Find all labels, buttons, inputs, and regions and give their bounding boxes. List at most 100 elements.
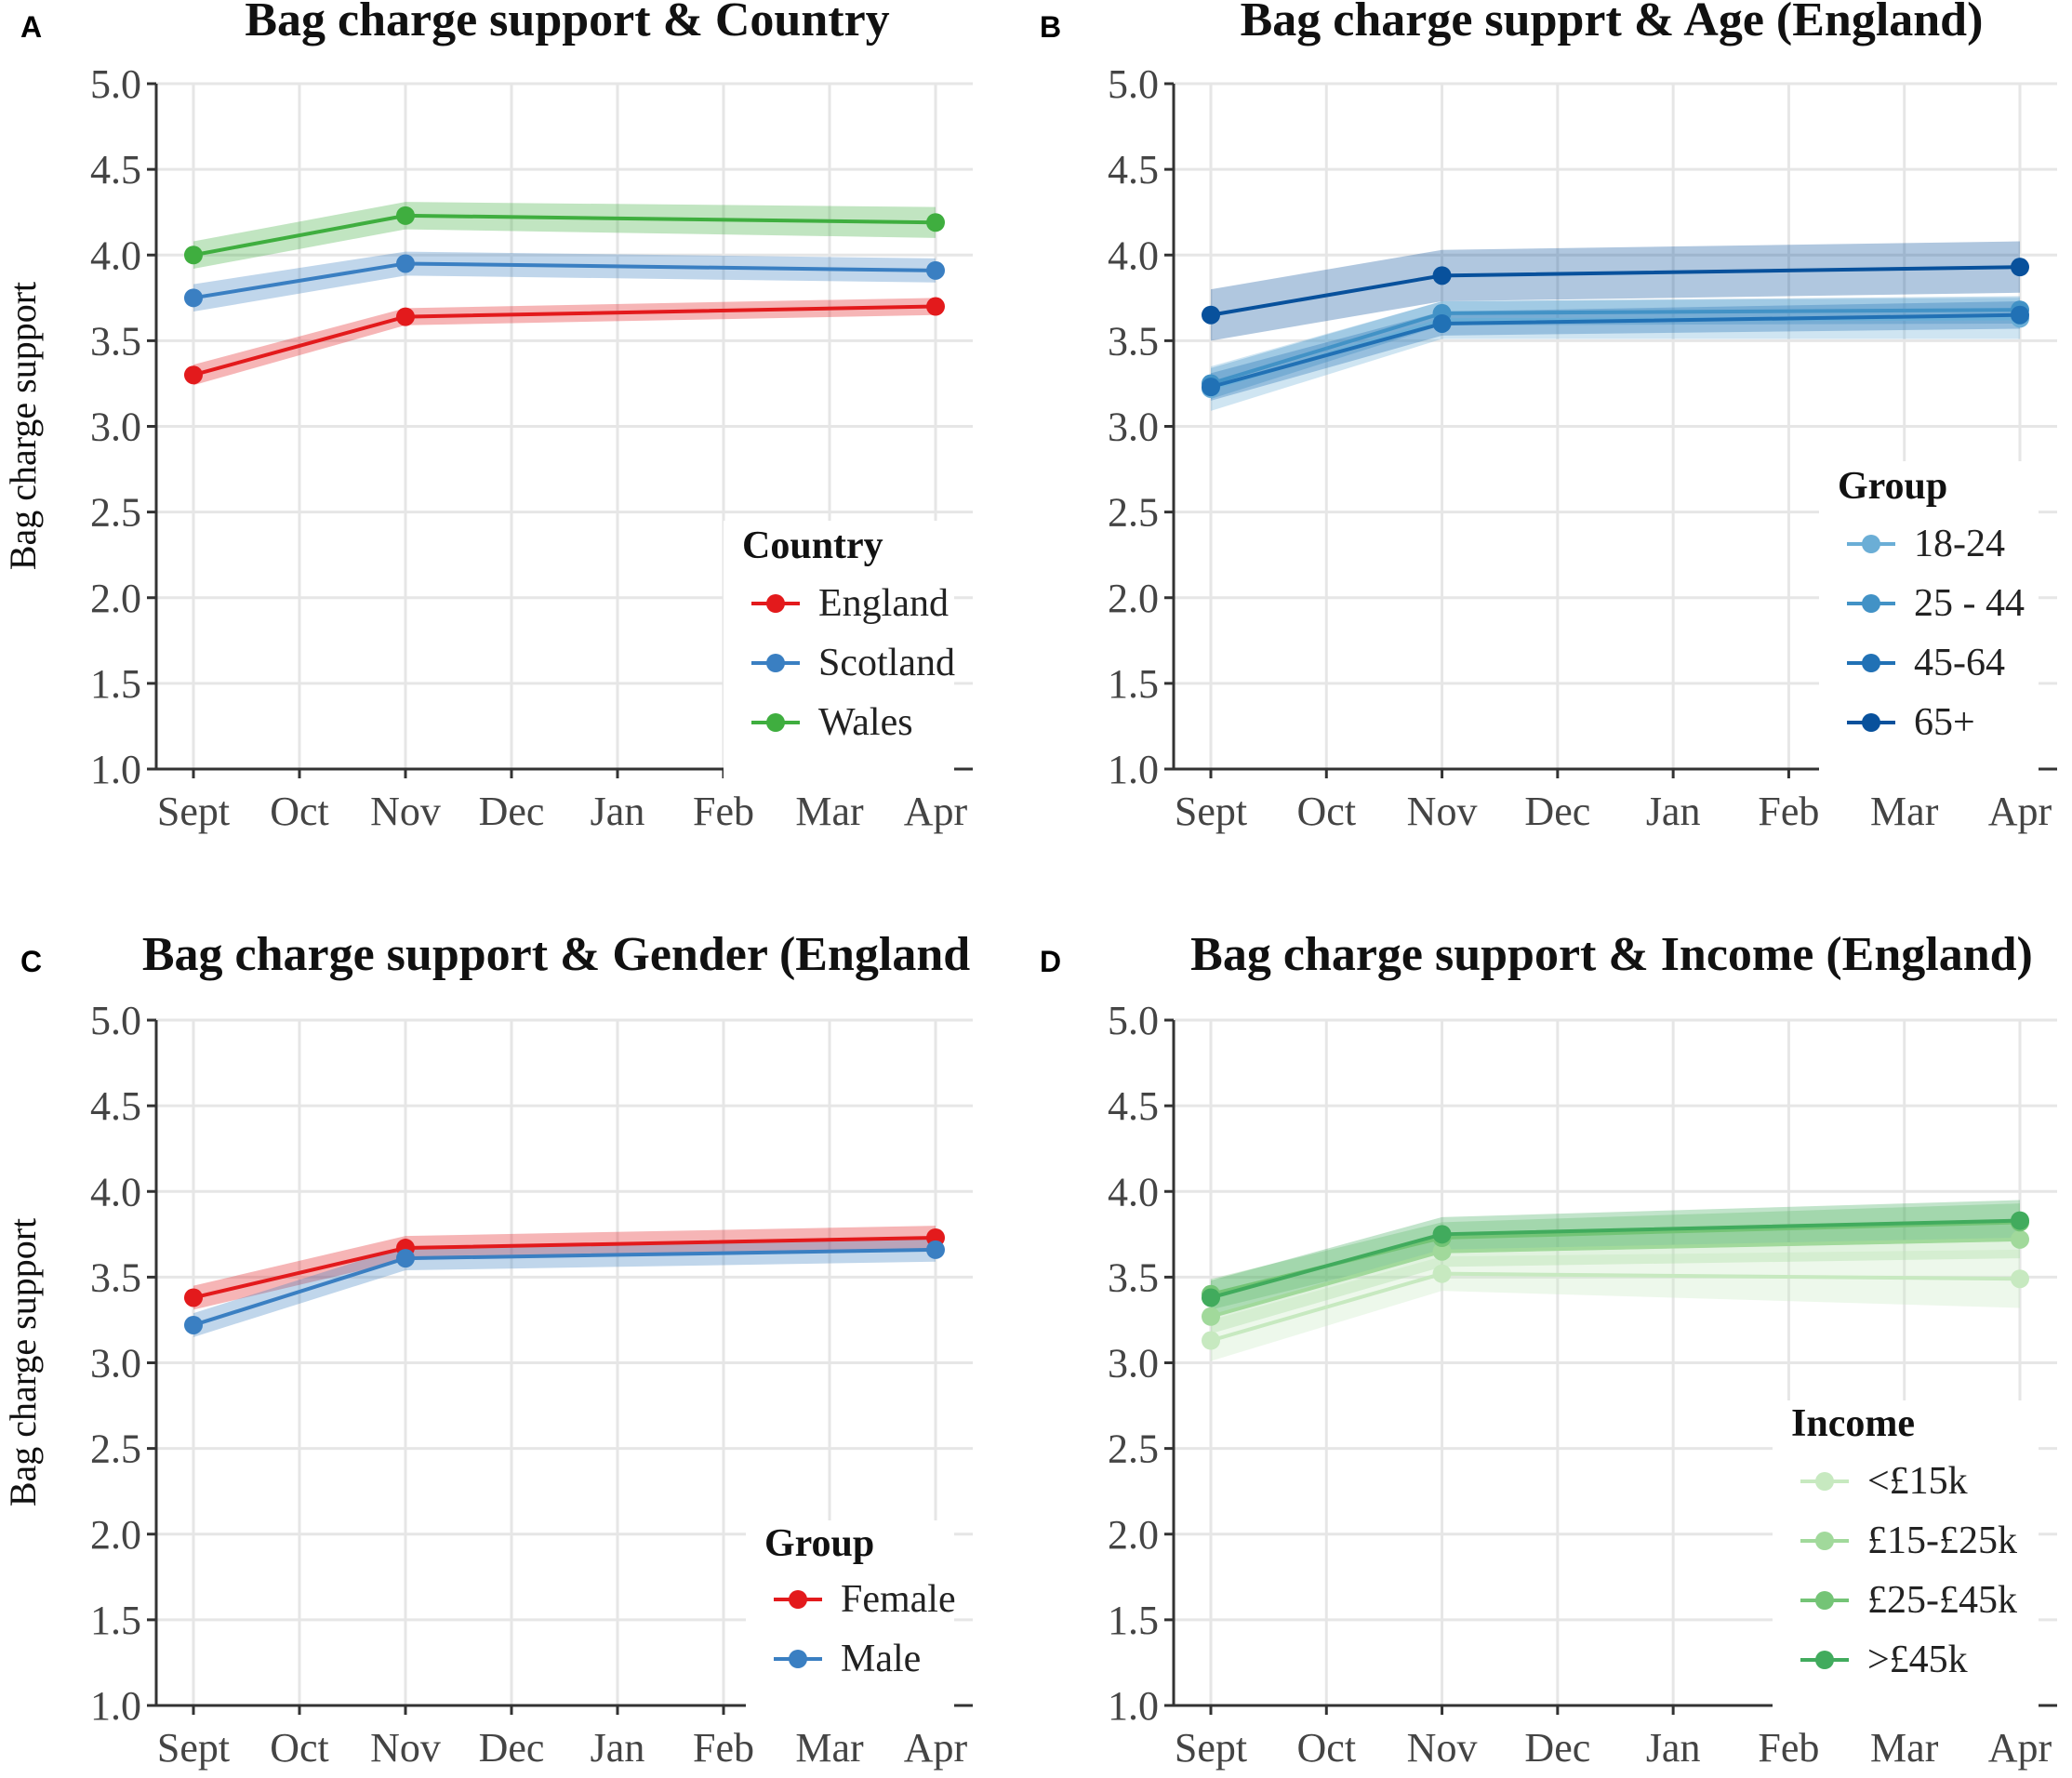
x-tick-label: Dec (479, 1725, 545, 1771)
y-tick-label: 3.0 (90, 1341, 141, 1387)
y-tick-label: 5.0 (1108, 998, 1159, 1043)
y-tick-label: 2.0 (1108, 576, 1159, 621)
legend-item: <£15k (1867, 1460, 1968, 1503)
y-axis-label: Bag charge support (2, 1218, 44, 1506)
ribbon-england (193, 298, 936, 386)
data-point-wales (184, 245, 203, 265)
y-tick-label: 2.0 (90, 576, 141, 621)
y-tick-label: 1.5 (90, 661, 141, 707)
x-tick-label: Mar (1870, 1725, 1939, 1771)
legend-key-scotland (766, 654, 785, 672)
x-tick-label: Apr (1988, 789, 2052, 834)
y-axis-label: Bag charge support (2, 282, 44, 570)
y-tick-label: 4.5 (90, 1083, 141, 1129)
y-tick-label: 3.5 (90, 1254, 141, 1300)
y-tick-label: 2.0 (90, 1512, 141, 1558)
x-tick-label: Apr (904, 1725, 968, 1771)
data-point-45k (1202, 1288, 1220, 1307)
x-tick-label: Dec (479, 789, 545, 834)
legend-item: 45-64 (1914, 642, 2005, 684)
x-tick-label: Feb (1758, 1725, 1819, 1771)
data-point-england (184, 365, 203, 385)
legend-item: £25-£45k (1867, 1579, 2017, 1622)
y-tick-label: 3.5 (1108, 318, 1159, 364)
data-point-male (184, 1315, 203, 1334)
legend-background (1819, 461, 2039, 790)
data-point-15-25k (2011, 1229, 2029, 1249)
x-tick-label: Sept (157, 789, 230, 834)
legend-key-25-45k (1815, 1591, 1834, 1610)
panel-d: D Bag charge support & Income (England) 1.… (1040, 928, 2057, 1771)
panel-b: B Bag charge supprt & Age (England) 1.0 1.5… (1040, 0, 2057, 834)
x-tick-label: Jan (591, 1725, 645, 1771)
gridlines (156, 82, 973, 771)
panel-letter: A (20, 10, 42, 44)
legend: Group Female Male (746, 1520, 956, 1716)
y-tick-label: 4.5 (1108, 147, 1159, 192)
data-point-65 (1202, 305, 1220, 325)
legend-title: Country (742, 524, 883, 567)
data-point-45-64 (1202, 378, 1220, 397)
data-point-male (396, 1249, 415, 1268)
ribbon-25-45k (1211, 1203, 2020, 1310)
y-tick-label: 1.0 (1108, 1683, 1159, 1729)
legend-item: Wales (818, 701, 913, 744)
y-tick-label: 2.5 (90, 490, 141, 536)
x-tick-label: Jan (591, 789, 645, 834)
y-tick-label: 5.0 (90, 998, 141, 1043)
data-point-45k (2011, 1211, 2029, 1230)
legend-key-wales (766, 713, 785, 732)
chart-title: Bag charge supprt & Age (England) (1241, 0, 1984, 46)
data-point-wales (396, 206, 415, 225)
data-point-15k (1202, 1331, 1220, 1350)
y-tick-label: 1.0 (90, 1683, 141, 1729)
x-tick-label: Mar (1870, 789, 1939, 834)
y-tick-label: 4.0 (1108, 232, 1159, 278)
y-tick-label: 1.5 (1108, 1598, 1159, 1643)
x-tick-label: Mar (795, 789, 864, 834)
x-tick-label: Feb (693, 789, 754, 834)
data-point-england (926, 297, 945, 316)
x-tick-label: Jan (1646, 789, 1701, 834)
x-tick-label: Oct (1297, 789, 1357, 834)
x-tick-label: Sept (1175, 1725, 1247, 1771)
legend-item: £15-£25k (1867, 1519, 2017, 1562)
y-tick-label: 4.5 (1108, 1083, 1159, 1129)
data-point-45k (1432, 1225, 1452, 1244)
y-tick-label: 5.0 (1108, 61, 1159, 107)
x-tick-label: Dec (1524, 789, 1590, 834)
data-point-male (926, 1240, 945, 1259)
panel-a: A Bag charge support & Country Bag charge … (2, 0, 973, 834)
y-tick-label: 3.5 (1108, 1254, 1159, 1300)
ribbon-65 (1211, 241, 2020, 341)
x-tick-label: Oct (1297, 1725, 1357, 1771)
ribbon-18-24 (1211, 298, 2020, 411)
y-tick-label: 2.5 (90, 1426, 141, 1472)
y-tick-label: 4.0 (1108, 1169, 1159, 1214)
y-tick-label: 3.0 (90, 405, 141, 450)
y-tick-label: 1.5 (1108, 661, 1159, 707)
y-tick-label: 2.5 (1108, 490, 1159, 536)
x-tick-label: Nov (1407, 1725, 1478, 1771)
data-point-15-25k (1202, 1307, 1220, 1326)
x-tick-label: Sept (157, 1725, 230, 1771)
legend-key-45-64 (1862, 654, 1880, 672)
panel-letter: D (1040, 945, 1061, 978)
legend: Group 18-24 25 - 44 45-64 65+ (1819, 461, 2039, 790)
x-tick-label: Sept (1175, 789, 1247, 834)
y-tick-label: 4.5 (90, 147, 141, 192)
legend-key-25-44 (1862, 594, 1880, 613)
y-tick-label: 3.5 (90, 318, 141, 364)
legend-item: 65+ (1914, 701, 1975, 744)
x-tick-label: Apr (1988, 1725, 2052, 1771)
y-tick-label: 2.5 (1108, 1426, 1159, 1472)
y-tick-label: 5.0 (90, 61, 141, 107)
legend-item: Female (841, 1578, 956, 1621)
legend-item: Scotland (818, 642, 955, 684)
x-tick-label: Feb (1758, 789, 1819, 834)
x-tick-label: Nov (370, 789, 441, 834)
legend-title: Group (764, 1522, 874, 1565)
legend-key-15k (1815, 1472, 1834, 1491)
legend: Income <£15k £15-£25k £25-£45k >£45k (1773, 1400, 2039, 1717)
ribbon-female (193, 1226, 936, 1310)
